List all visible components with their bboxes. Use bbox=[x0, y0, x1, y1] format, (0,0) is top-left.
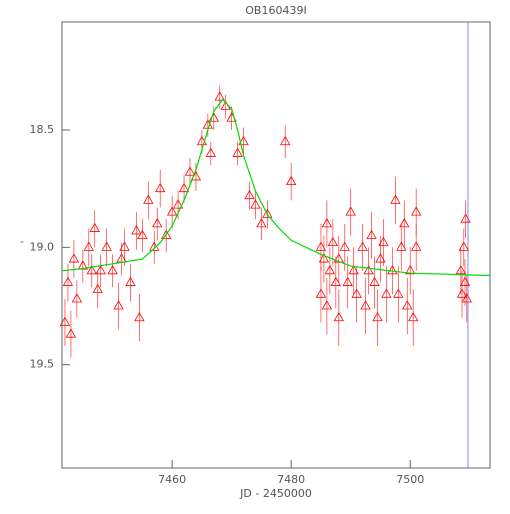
data-point bbox=[330, 276, 342, 286]
data-point bbox=[280, 135, 291, 146]
data-point bbox=[172, 199, 184, 209]
data-point bbox=[152, 218, 163, 228]
data-point bbox=[101, 241, 112, 251]
data-point bbox=[333, 311, 344, 322]
data-point bbox=[348, 265, 359, 275]
data-point bbox=[460, 213, 471, 223]
data-point bbox=[399, 218, 410, 228]
data-point bbox=[178, 182, 190, 193]
data-point bbox=[92, 283, 103, 293]
data-point bbox=[402, 300, 413, 310]
data-point bbox=[119, 241, 130, 251]
data-point bbox=[360, 300, 371, 310]
data-point bbox=[62, 276, 74, 286]
data-point bbox=[342, 276, 353, 286]
data-point bbox=[378, 236, 389, 247]
data-point bbox=[143, 194, 154, 204]
data-point bbox=[205, 147, 217, 157]
data-point bbox=[134, 311, 145, 322]
model-curve bbox=[61, 98, 491, 277]
data-point bbox=[321, 300, 333, 310]
data-point bbox=[324, 265, 336, 275]
data-point bbox=[315, 288, 327, 298]
data-point bbox=[411, 206, 422, 216]
data-point bbox=[77, 260, 89, 270]
data-point bbox=[455, 265, 467, 275]
data-point bbox=[363, 265, 374, 275]
data-point bbox=[107, 265, 118, 275]
data-point bbox=[131, 225, 142, 235]
x-tick-label: 7460 bbox=[158, 473, 186, 486]
data-point bbox=[86, 265, 97, 275]
data-point bbox=[125, 276, 136, 286]
data-point bbox=[390, 194, 401, 204]
y-axis-label: - bbox=[20, 235, 24, 248]
data-point bbox=[456, 288, 468, 298]
data-point bbox=[232, 147, 243, 157]
data-point bbox=[244, 189, 255, 200]
data-point bbox=[285, 175, 297, 186]
data-point bbox=[238, 135, 249, 146]
data-point bbox=[393, 288, 404, 298]
y-tick-label: 18.5 bbox=[30, 123, 55, 136]
data-point bbox=[411, 241, 422, 251]
x-axis-label: JD - 2450000 bbox=[239, 487, 312, 500]
data-point bbox=[461, 293, 472, 303]
data-point bbox=[372, 311, 383, 322]
data-point bbox=[315, 241, 327, 251]
data-point bbox=[381, 288, 392, 298]
data-point bbox=[387, 265, 398, 275]
y-tick-label: 19.5 bbox=[30, 358, 55, 371]
data-point bbox=[250, 199, 261, 209]
data-point bbox=[214, 91, 225, 101]
data-point bbox=[71, 293, 83, 303]
data-point bbox=[95, 265, 106, 275]
data-point bbox=[333, 253, 344, 263]
data-point bbox=[408, 311, 419, 322]
data-point bbox=[351, 288, 362, 298]
data-point bbox=[458, 241, 469, 251]
data-point bbox=[59, 316, 71, 326]
y-tick-label: 19.0 bbox=[30, 240, 55, 253]
data-point bbox=[357, 241, 368, 251]
data-point bbox=[65, 328, 77, 338]
data-point bbox=[405, 265, 416, 275]
data-point bbox=[366, 229, 377, 240]
data-point bbox=[345, 206, 356, 216]
data-point bbox=[339, 241, 350, 251]
data-point bbox=[160, 229, 172, 240]
plot-frame bbox=[61, 21, 491, 469]
x-tick-label: 7500 bbox=[396, 473, 424, 486]
data-point bbox=[459, 276, 471, 286]
data-point bbox=[166, 206, 178, 216]
data-point bbox=[184, 166, 196, 176]
data-point bbox=[256, 218, 267, 228]
data-point bbox=[137, 229, 148, 240]
chart-title: OB160439I bbox=[245, 4, 306, 17]
data-point bbox=[327, 236, 339, 247]
data-point bbox=[113, 300, 124, 310]
x-tick-label: 7480 bbox=[277, 473, 305, 486]
data-point bbox=[262, 208, 273, 218]
data-point bbox=[68, 253, 80, 263]
data-point bbox=[89, 222, 100, 232]
data-point bbox=[321, 218, 333, 228]
data-point bbox=[155, 182, 166, 193]
data-point bbox=[396, 241, 407, 251]
data-point bbox=[369, 276, 380, 286]
data-point bbox=[83, 241, 94, 251]
data-point bbox=[375, 253, 386, 263]
data-point bbox=[318, 253, 330, 263]
